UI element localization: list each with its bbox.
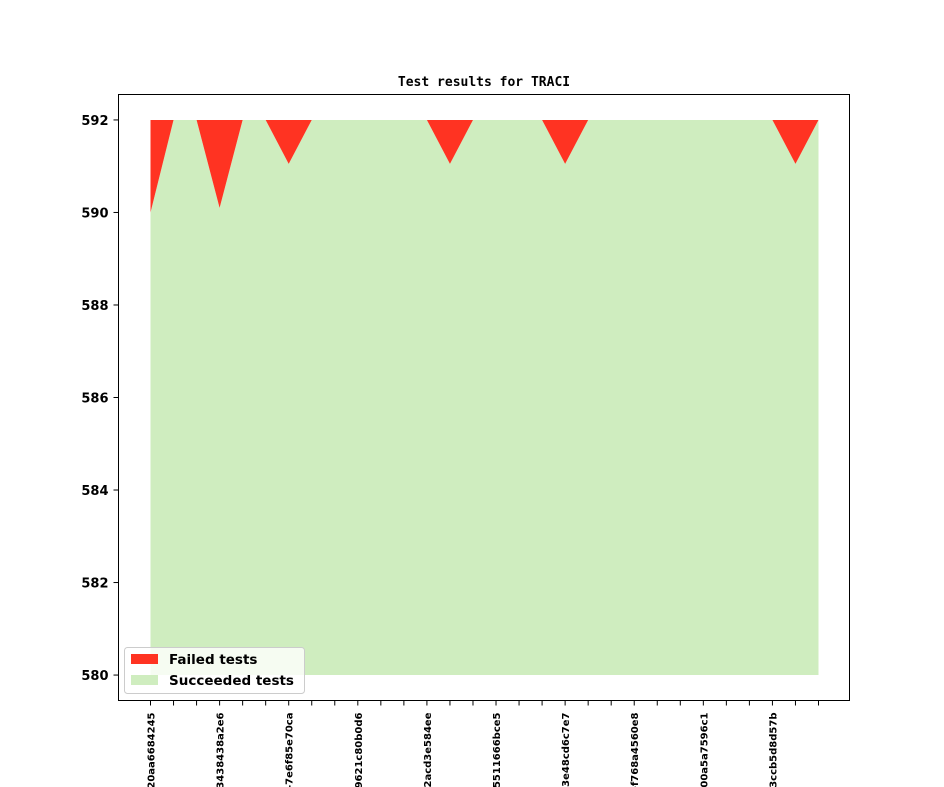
x-tick-label: 5511666bce5 — [492, 712, 503, 787]
x-tick-label: -f768a4560e8 — [630, 712, 641, 787]
y-tick-label: 592 — [81, 114, 108, 129]
y-tick-label: 580 — [81, 669, 108, 684]
y-tick-label: 590 — [81, 206, 108, 221]
y-tick-label: 582 — [81, 577, 108, 592]
x-tick-label: 3e48cd6c7e7 — [561, 712, 572, 786]
failed-area — [150, 119, 819, 213]
y-tick-label: 588 — [81, 299, 108, 314]
legend-label-failed: Failed tests — [169, 652, 257, 668]
legend: Failed tests Succeeded tests — [124, 647, 305, 694]
x-tick-label: 20aa6684245 — [147, 712, 158, 787]
y-tick-label: 584 — [81, 484, 108, 499]
chart-title: Test results for TRACI — [398, 75, 570, 90]
y-axis: 580 582 584 586 588 590 592 — [81, 114, 119, 684]
plot-area — [150, 119, 819, 676]
legend-label-succeeded: Succeeded tests — [169, 673, 294, 689]
x-axis: 20aa6684245 3438438a2e6 -7e6f85e70ca 9621c8… — [147, 700, 819, 787]
legend-swatch-succeeded — [131, 675, 158, 685]
succeeded-area — [150, 119, 819, 676]
x-tick-label: -7e6f85e70ca — [285, 713, 296, 787]
x-tick-label: 3ccb5d8d57b — [768, 713, 779, 787]
x-tick-label: 3438438a2e6 — [216, 712, 227, 787]
x-tick-label: 2acd3e584ee — [423, 712, 434, 787]
y-tick-label: 586 — [81, 392, 108, 407]
legend-swatch-failed — [131, 654, 158, 664]
x-tick-label: 00a5a7596c1 — [699, 712, 710, 787]
legend-box — [124, 647, 305, 694]
x-tick-label: 9621c80b0d6 — [354, 712, 365, 787]
